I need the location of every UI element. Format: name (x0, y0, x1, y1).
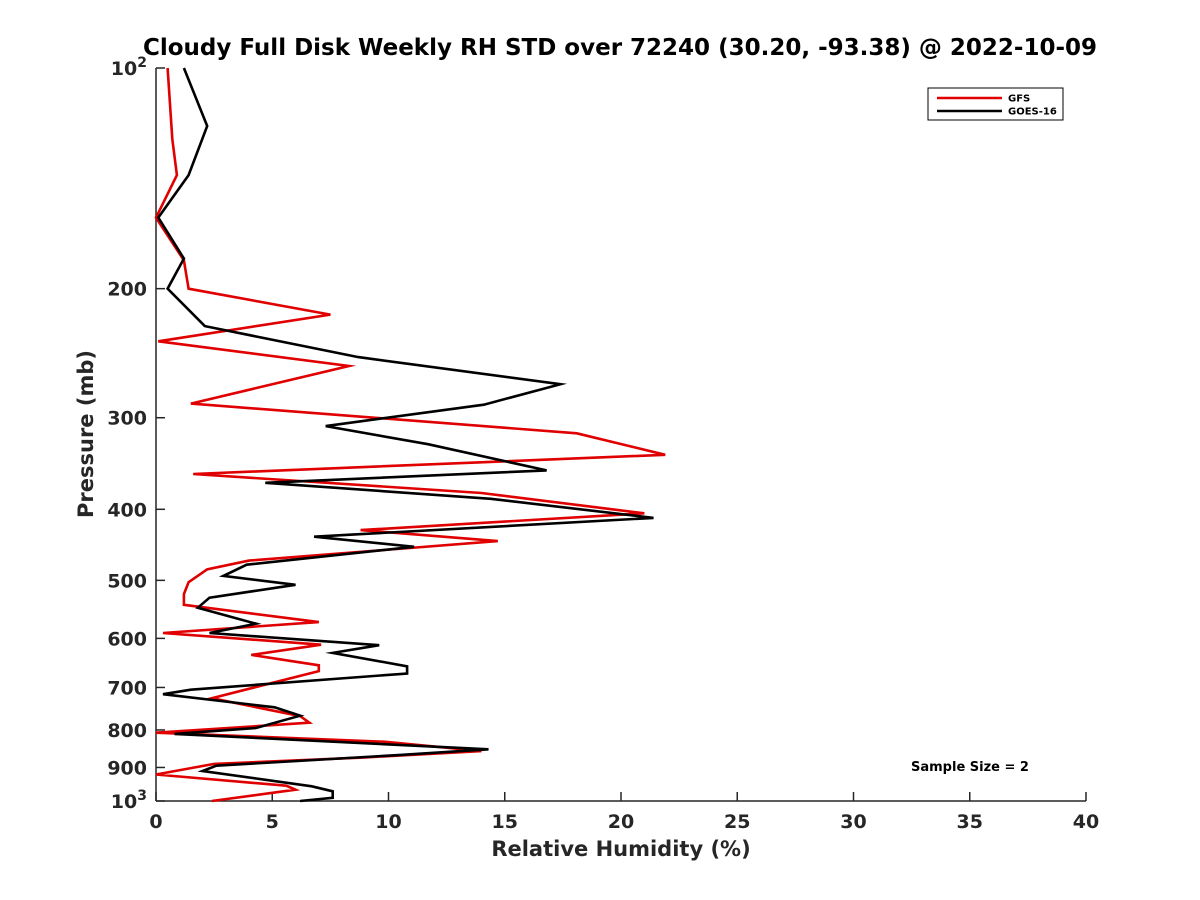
y-tick-label: 400 (107, 499, 147, 521)
x-tick-label: 20 (608, 811, 634, 833)
y-tick-label: 900 (107, 757, 147, 779)
series-line-goes16 (156, 67, 654, 803)
y-tick-label: 800 (107, 720, 147, 742)
legend-label-goes16: GOES-16 (1008, 107, 1057, 118)
x-tick-label: 0 (149, 811, 162, 833)
x-tick-label: 35 (957, 811, 983, 833)
series-layer (154, 67, 666, 803)
y-tick-label: 600 (107, 628, 147, 650)
legend-box (927, 87, 1064, 121)
x-tick-label: 5 (266, 811, 279, 833)
x-tick-label: 15 (492, 811, 518, 833)
chart-title: Cloudy Full Disk Weekly RH STD over 7224… (143, 35, 1097, 61)
legend: GFS GOES-16 (927, 87, 1064, 121)
y-tick-label: 700 (107, 677, 147, 699)
x-axis-label: Relative Humidity (%) (491, 837, 750, 861)
x-axis-ticks: 0 5 10 15 20 25 30 35 40 (149, 792, 1099, 833)
y-tick-label: 500 (107, 570, 147, 592)
y-tick-label: 102 (111, 55, 147, 80)
y-tick-label: 300 (107, 408, 147, 430)
y-axis-ticks: 102 200 300 400 500 600 700 800 900 103 (107, 55, 165, 813)
y-axis-label: Pressure (mb) (74, 350, 98, 518)
x-tick-label: 30 (840, 811, 866, 833)
x-tick-label: 25 (724, 811, 750, 833)
y-tick-label: 200 (107, 279, 147, 301)
x-tick-label: 10 (375, 811, 401, 833)
x-tick-label: 40 (1073, 811, 1099, 833)
sample-size-annotation: Sample Size = 2 (911, 760, 1029, 775)
legend-label-gfs: GFS (1008, 94, 1030, 105)
y-tick-label: 103 (111, 788, 147, 813)
